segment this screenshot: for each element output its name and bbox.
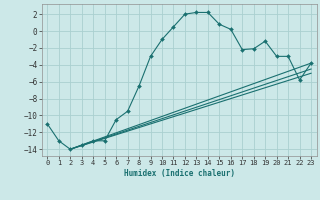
X-axis label: Humidex (Indice chaleur): Humidex (Indice chaleur): [124, 169, 235, 178]
